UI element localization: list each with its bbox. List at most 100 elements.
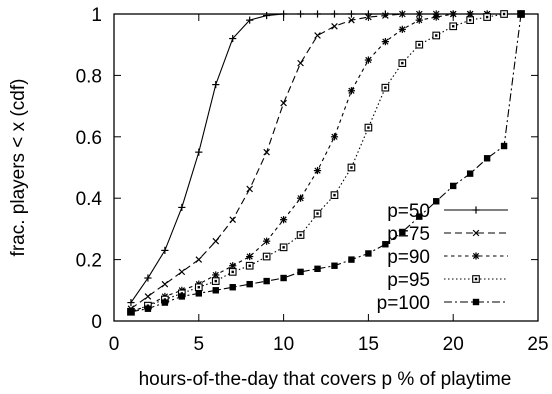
series-line-p=50 [130,13,522,303]
data-point-p=95 [415,40,424,49]
data-point-p=95 [313,209,322,218]
data-point-p=100 [517,10,525,18]
data-point-p=100 [246,280,253,288]
data-point-p=50 [246,16,254,24]
x-tick-label: 20 [443,334,464,355]
legend-marker [472,229,480,237]
data-point-p=95 [330,191,339,199]
data-point-p=100 [382,241,389,248]
x-tick-label: 10 [273,334,294,355]
data-point-p=95 [296,231,305,239]
data-point-p=90 [432,13,440,21]
data-point-p=75 [144,293,152,300]
data-point-p=90 [313,166,322,175]
data-point-p=75 [263,148,270,156]
data-point-p=90 [347,87,356,95]
data-point-p=100 [466,170,474,177]
data-point-p=100 [399,228,406,236]
data-point-p=75 [331,22,338,30]
data-point-p=50 [296,10,305,18]
y-tick-label: 0.2 [76,251,102,272]
data-point-p=100 [450,182,457,190]
data-point-p=50 [161,246,169,254]
data-point-p=95 [449,22,458,31]
data-point-p=95 [211,277,220,285]
data-point-p=95 [381,83,390,92]
data-point-p=50 [127,298,135,307]
data-point-p=75 [297,59,304,67]
data-point-p=100 [195,290,202,297]
data-point-p=75 [246,185,253,193]
data-point-p=95 [398,59,407,67]
data-point-p=100 [365,250,372,257]
data-point-p=75 [365,13,372,21]
x-tick-label: 25 [527,334,548,355]
legend-marker [472,252,480,260]
data-point-p=90 [296,194,305,202]
data-point-p=100 [297,268,304,276]
data-point-p=90 [364,56,372,64]
data-point-p=95 [245,261,254,270]
legend-label: p=95 [387,270,430,291]
data-point-p=50 [229,34,237,43]
legend-marker [472,275,480,283]
data-point-p=75 [229,216,237,223]
data-point-p=50 [280,10,288,18]
data-point-p=100 [483,155,491,162]
data-point-p=90 [280,216,288,224]
data-point-p=75 [212,237,220,245]
legend-label: p=90 [387,247,430,268]
y-tick-label: 0.4 [76,189,103,210]
data-point-p=50 [347,10,356,18]
data-point-p=100 [229,284,236,291]
data-point-p=100 [161,299,169,306]
data-point-p=75 [161,280,169,288]
data-point-p=95 [228,268,237,276]
series-line-p=75 [130,13,522,310]
data-point-p=75 [399,10,406,18]
y-tick-label: 0.6 [76,128,102,149]
legend-label: p=50 [387,201,430,222]
legend-label: p=100 [377,293,430,314]
series-line-p=100 [130,13,522,313]
y-axis-title: frac. players < x (cdf) [8,79,29,257]
data-point-p=95 [364,123,373,132]
data-point-p=50 [144,274,152,282]
data-point-p=100 [144,305,152,312]
data-point-p=95 [262,252,271,261]
data-point-p=100 [314,265,321,273]
series-line-p=95 [130,13,522,313]
x-tick-label: 5 [194,334,205,355]
data-point-p=95 [483,13,491,21]
x-axis-title: hours-of-the-day that covers p % of play… [139,369,512,390]
data-point-p=90 [263,237,271,245]
data-point-p=100 [280,274,287,282]
data-point-p=50 [381,10,389,18]
data-point-p=100 [331,262,338,269]
data-point-p=95 [347,163,356,172]
legend-marker [472,206,480,214]
data-point-p=90 [415,16,423,24]
data-point-p=50 [330,10,339,18]
y-tick-label: 1 [91,5,102,26]
data-point-p=100 [127,308,135,315]
data-point-p=100 [500,142,508,150]
data-point-p=50 [212,81,220,89]
data-point-p=95 [500,10,508,18]
data-point-p=100 [348,256,355,263]
data-point-p=95 [466,16,475,24]
data-point-p=95 [194,283,203,292]
data-point-p=50 [263,11,271,20]
data-point-p=75 [280,99,287,107]
data-point-p=50 [313,10,322,18]
data-point-p=75 [348,16,355,24]
data-point-p=75 [178,268,186,276]
data-point-p=95 [432,31,441,40]
data-point-p=90 [449,10,457,18]
legend-label: p=75 [387,224,430,245]
data-point-p=50 [178,203,186,212]
data-point-p=90 [466,10,474,18]
data-point-p=75 [195,256,203,263]
